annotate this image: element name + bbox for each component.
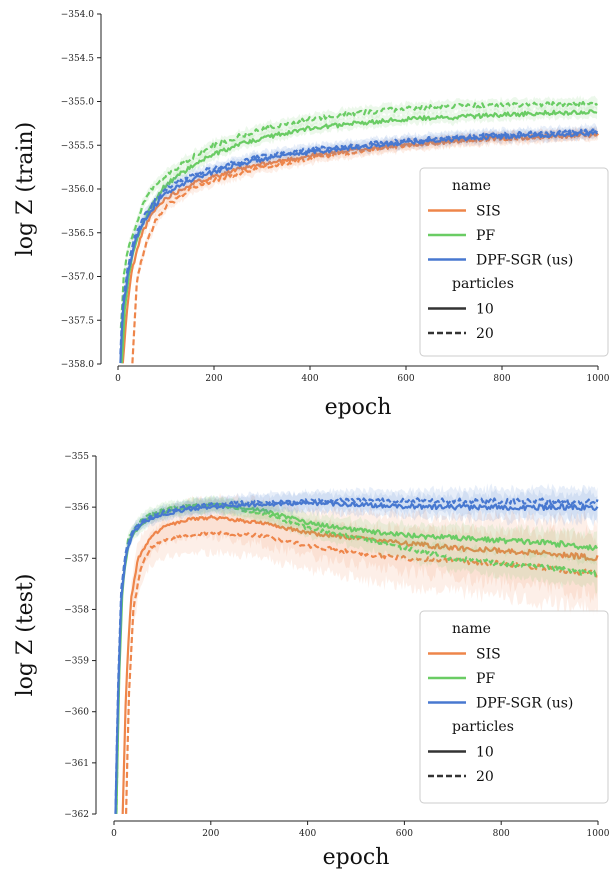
y-tick-label: −356 [64, 503, 89, 513]
y-tick-label: −358 [64, 605, 89, 615]
series-line-sis-20 [125, 530, 599, 814]
series-band-sis-20 [126, 508, 598, 814]
y-tick-label: −355.5 [61, 141, 95, 151]
legend: name SIS PF DPF-SGR (us) particles 10 20 [419, 167, 609, 357]
y-axis-label: log Z (train) [13, 122, 38, 256]
y-tick-label: −356.5 [61, 229, 95, 239]
series-band-sis-10 [122, 492, 598, 814]
legend-title-particles: particles [452, 719, 514, 735]
y-tick-label: −361 [64, 759, 89, 769]
legend-label: PF [476, 671, 495, 687]
x-axis-label: epoch [323, 845, 390, 870]
legend-label: 20 [476, 769, 494, 785]
y-axis-label: log Z (test) [13, 574, 38, 697]
x-tick-label: 200 [202, 829, 219, 839]
x-tick-label: 400 [299, 829, 316, 839]
chart-panel-1: −358.0 −357.5 −357.0 −356.5 −356.0 −355.5 −355… [13, 10, 610, 420]
x-tick-label: 0 [111, 829, 117, 839]
x-tick-label: 600 [396, 829, 413, 839]
y-tick-label: −356.0 [61, 185, 95, 195]
legend-label: 20 [476, 326, 494, 342]
series-band-dpf-sgr-us--20 [115, 483, 598, 814]
legend-label: PF [476, 228, 495, 244]
legend-label: 10 [476, 302, 494, 318]
legend-title-particles: particles [452, 276, 514, 292]
y-tick-label: −357 [64, 554, 89, 564]
series-line-dpf-sgr-us--10 [119, 130, 598, 364]
x-tick-label: 1000 [587, 374, 610, 384]
legend-box [419, 610, 609, 804]
legend: name SIS PF DPF-SGR (us) particles 10 20 [419, 610, 609, 804]
y-tick-label: −358.0 [61, 360, 95, 370]
x-axis-label: epoch [325, 395, 392, 420]
y-tick-label: −362 [64, 810, 89, 820]
plot-area [119, 95, 599, 364]
x-tick-label: 400 [301, 374, 318, 384]
legend-label: SIS [476, 204, 501, 220]
legend-title-name: name [452, 178, 491, 194]
x-tick-label: 200 [205, 374, 222, 384]
series-line-pf-20 [115, 502, 597, 814]
y-tick-label: −354.5 [61, 54, 95, 64]
x-tick-label: 800 [493, 829, 510, 839]
legend-title-name: name [452, 621, 491, 637]
legend-box [419, 167, 609, 357]
series-line-sis-20 [131, 131, 598, 364]
x-tick-label: 0 [115, 374, 121, 384]
x-tick-label: 800 [493, 374, 510, 384]
y-tick-label: −355 [64, 452, 89, 462]
legend-label: DPF-SGR (us) [476, 696, 573, 712]
y-tick-label: −360 [64, 708, 89, 718]
series-line-dpf-sgr-us--10 [114, 500, 599, 814]
y-tick-label: −357.0 [61, 273, 95, 283]
y-tick-label: −355.0 [61, 98, 95, 108]
y-tick-label: −354.0 [61, 10, 95, 20]
y-tick-label: −359 [64, 657, 89, 667]
y-tick-label: −357.5 [61, 316, 95, 326]
chart-panel-2: −362 −361 −360 −359 −358 −357 −356 −355 0 200 400 6… [13, 452, 610, 870]
x-tick-label: 1000 [587, 829, 610, 839]
series-band-dpf-sgr-us--10 [115, 486, 598, 814]
x-tick-label: 600 [397, 374, 414, 384]
legend-label: 10 [476, 745, 494, 761]
plot-area [114, 483, 599, 814]
legend-label: SIS [476, 647, 501, 663]
legend-label: DPF-SGR (us) [476, 253, 573, 269]
series-line-pf-20 [119, 100, 598, 329]
series-line-pf-10 [120, 109, 598, 364]
series-line-dpf-sgr-us--20 [114, 497, 599, 814]
series-line-dpf-sgr-us--20 [119, 128, 598, 355]
